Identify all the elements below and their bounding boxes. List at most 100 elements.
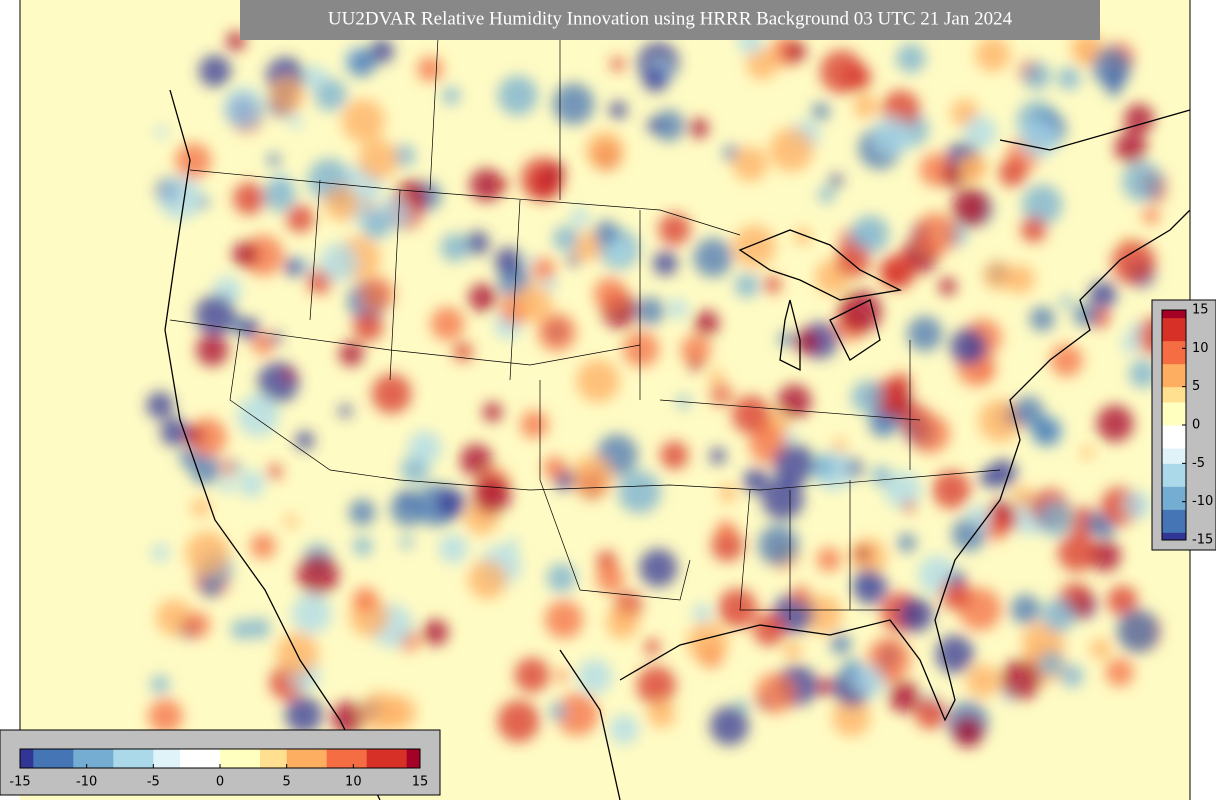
field-blob <box>156 599 193 636</box>
field-blob <box>399 535 414 549</box>
field-blob <box>570 454 614 498</box>
colorbar-step <box>353 749 368 768</box>
field-blob <box>435 488 467 519</box>
colorbar-step <box>86 749 101 768</box>
field-blob <box>623 331 659 368</box>
field-blob <box>1032 418 1059 445</box>
colorbar-step <box>1162 501 1186 510</box>
colorbar-step <box>1162 386 1186 395</box>
field-blob <box>884 471 922 509</box>
colorbar-step <box>1162 463 1186 472</box>
colorbar-step <box>1162 417 1186 426</box>
field-blob <box>642 66 669 93</box>
field-blob <box>284 696 323 734</box>
field-blob <box>440 233 470 262</box>
field-blob <box>482 402 503 422</box>
field-blob <box>978 399 1022 443</box>
field-blob <box>238 317 260 340</box>
field-blob <box>150 675 170 694</box>
colorbar-tick-label: 15 <box>1192 303 1209 318</box>
field-blob <box>1020 216 1047 243</box>
colorbar-step <box>126 749 141 768</box>
field-blob <box>514 657 550 693</box>
colorbar-step <box>1162 379 1186 388</box>
colorbar-step <box>33 749 48 768</box>
title-box <box>240 0 1100 40</box>
field-blob <box>353 311 383 342</box>
field-blob <box>369 38 395 64</box>
colorbar-step <box>366 749 381 768</box>
field-blob <box>773 443 815 486</box>
colorbar-step <box>1162 517 1186 526</box>
field-blob <box>1081 445 1094 459</box>
field-blob <box>647 118 662 133</box>
field-blob <box>610 57 625 72</box>
field-blob <box>851 380 885 414</box>
field-blob <box>977 363 995 381</box>
colorbar-step <box>1162 363 1186 372</box>
colorbar-step <box>1162 310 1186 319</box>
colorbar-step <box>380 749 394 768</box>
colorbar-step <box>153 749 168 768</box>
field-blob <box>753 613 786 646</box>
field-blob <box>297 553 339 596</box>
field-blob <box>907 316 943 352</box>
field-blob <box>1011 486 1034 508</box>
field-blob <box>802 594 842 635</box>
field-blob <box>537 313 577 352</box>
field-blob <box>191 498 210 517</box>
field-blob <box>544 600 584 639</box>
colorbar-step <box>406 749 421 768</box>
field-blob <box>965 663 1000 698</box>
colorbar-step <box>1162 509 1186 518</box>
field-blob <box>183 611 211 638</box>
field-blob <box>1012 396 1044 428</box>
field-blob <box>709 706 749 746</box>
field-blob <box>888 680 921 713</box>
field-blob <box>263 178 297 212</box>
field-blob <box>783 641 802 660</box>
field-blob <box>468 283 497 312</box>
field-blob <box>1123 491 1152 520</box>
field-blob <box>952 716 984 748</box>
field-blob <box>407 430 442 465</box>
field-blob <box>870 465 892 486</box>
field-blob <box>680 335 711 366</box>
field-blob <box>552 83 595 125</box>
field-blob <box>1021 184 1063 225</box>
field-blob <box>570 208 590 227</box>
field-blob <box>282 368 295 382</box>
field-blob <box>636 666 676 706</box>
colorbar-step <box>1162 402 1186 411</box>
field-blob <box>585 131 624 170</box>
field-blob <box>975 36 1011 72</box>
field-blob <box>202 579 220 598</box>
field-blob <box>778 331 795 347</box>
colorbar-step <box>1162 333 1186 342</box>
colorbar-step <box>180 749 194 768</box>
field-blob <box>593 277 627 311</box>
field-blob <box>1129 322 1143 336</box>
field-blob <box>442 86 461 105</box>
field-blob <box>319 242 359 282</box>
field-blob <box>472 476 511 515</box>
field-blob <box>718 484 737 503</box>
colorbar-step <box>1162 348 1186 357</box>
field-blob <box>352 587 378 613</box>
field-blob <box>250 533 276 559</box>
field-blob <box>465 231 490 255</box>
field-blob <box>829 173 843 188</box>
field-blob <box>1059 295 1073 309</box>
field-blob <box>548 702 567 721</box>
colorbar-step <box>1162 478 1186 487</box>
field-blob <box>438 534 468 564</box>
field-blob <box>609 101 628 119</box>
field-blob <box>295 431 315 451</box>
field-blob <box>694 310 720 336</box>
field-blob <box>596 564 625 593</box>
field-blob <box>967 504 990 528</box>
field-blob <box>1086 511 1111 537</box>
field-blob <box>717 588 758 628</box>
field-blob <box>238 470 265 498</box>
field-blob <box>1090 638 1112 660</box>
